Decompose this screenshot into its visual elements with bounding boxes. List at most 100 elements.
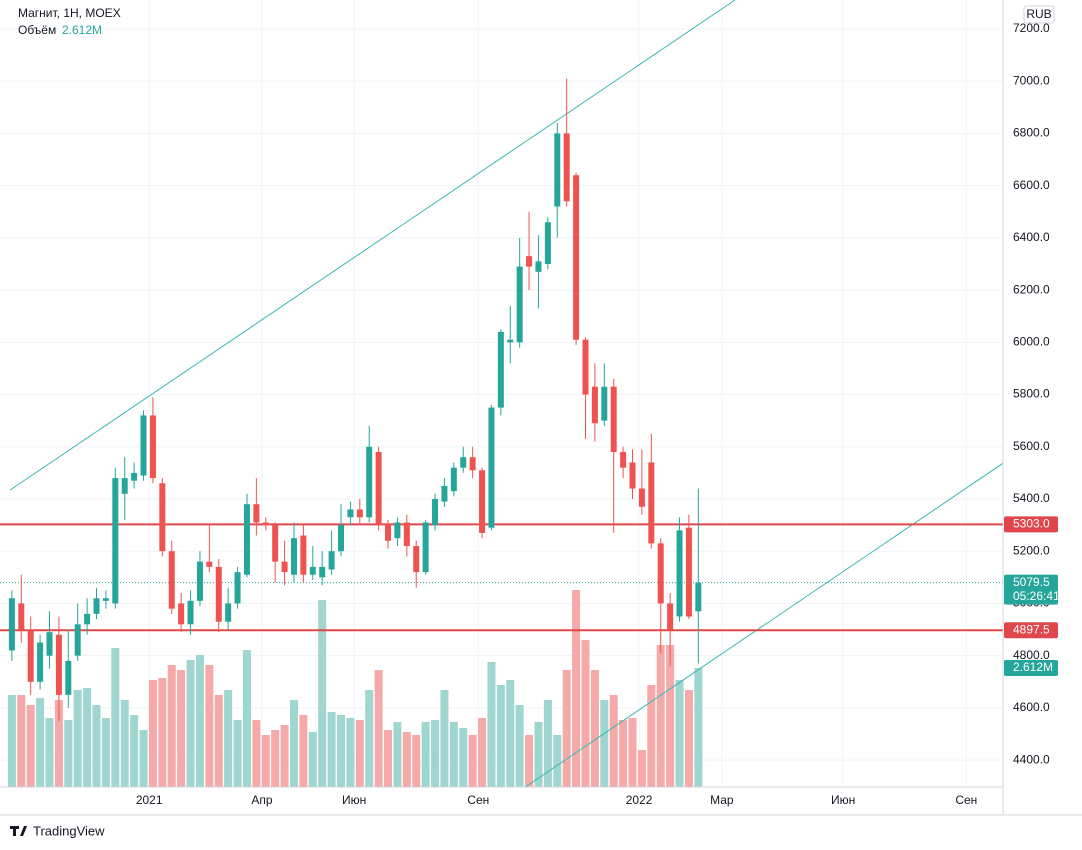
candle-body (347, 509, 354, 518)
volume-bar (355, 719, 364, 787)
x-tick-label: 2021 (136, 793, 163, 807)
volume-bar (656, 644, 665, 787)
candle-body (338, 525, 344, 552)
candle-body (18, 603, 25, 630)
candle-body (695, 582, 702, 612)
candle-body (328, 551, 335, 570)
volume-bar (600, 699, 609, 787)
candle-body (262, 522, 269, 526)
volume-bar (139, 730, 148, 787)
candle-body (234, 572, 241, 604)
volume-label: 2.612M (1013, 660, 1053, 674)
x-tick-label: Сен (467, 793, 489, 807)
volume-bar (186, 659, 195, 787)
volume-bar (449, 721, 458, 787)
volume-bar (534, 721, 543, 787)
candle-body (102, 598, 109, 601)
price-label-box (1004, 516, 1058, 533)
candle-body (432, 498, 439, 526)
volume-bar (177, 670, 186, 787)
x-tick-label: Июн (342, 793, 366, 807)
volume-bar (167, 664, 176, 787)
candle-body (366, 446, 373, 518)
volume-bar (158, 677, 167, 787)
candle-body (27, 629, 34, 682)
volume-layer (7, 590, 703, 787)
brand: TradingView (33, 823, 105, 838)
candle-body (403, 522, 410, 546)
volume-bar (487, 661, 496, 787)
y-tick-label: 5400.0 (1013, 491, 1050, 505)
volume-bar (54, 699, 63, 787)
volume-bar (694, 667, 703, 787)
candle-body (196, 561, 203, 601)
volume-bar (252, 719, 261, 787)
volume-bar (384, 730, 393, 787)
candle-body (526, 256, 533, 267)
candle-body (112, 478, 119, 604)
candle-body (657, 543, 664, 604)
candle-body (535, 261, 542, 272)
volume-bar (496, 684, 505, 787)
price-label: 4897.5 (1013, 622, 1050, 636)
volume-bar (562, 670, 571, 787)
candle-body (385, 525, 392, 541)
x-tick-label: 2022 (626, 793, 653, 807)
volume-bar (515, 704, 524, 787)
candle-body (8, 598, 15, 651)
volume-bar (7, 695, 16, 787)
candle-body (469, 457, 476, 471)
x-tick-label: Апр (251, 793, 273, 807)
volume-bar (111, 647, 120, 787)
candle-body (413, 545, 420, 573)
candle-layer (8, 78, 702, 721)
volume-label-box (1004, 659, 1058, 676)
volume-bar (299, 715, 308, 787)
candle-body (46, 632, 53, 656)
volume-bar (17, 695, 26, 787)
candle-body (544, 222, 551, 264)
volume-bar (308, 732, 317, 787)
volume-bar (280, 724, 289, 787)
candle-body (55, 634, 62, 695)
volume-bar (590, 670, 599, 787)
volume-bar (572, 590, 581, 787)
volume-bar (478, 717, 487, 787)
volume-bar (647, 684, 656, 787)
volume-bar (619, 719, 628, 787)
volume-bar (205, 664, 214, 787)
volume-bar (468, 735, 477, 787)
volume-bar (553, 735, 562, 787)
volume-bar (83, 687, 92, 787)
price-label: 5303.0 (1013, 516, 1050, 530)
volume-bar (101, 717, 110, 787)
y-tick-label: 6800.0 (1013, 126, 1050, 140)
candle-body (488, 407, 495, 528)
candle-body (140, 415, 147, 476)
brand-logo (10, 826, 27, 836)
candle-body (460, 457, 467, 468)
candle-body (516, 266, 523, 343)
candle-body (394, 522, 401, 539)
candle-body (507, 339, 514, 343)
candle-body (309, 566, 316, 575)
volume-bar (214, 695, 223, 787)
currency[interactable]: RUB (1026, 7, 1051, 21)
grid-layer (0, 0, 1003, 787)
volume-bar (609, 695, 618, 787)
chart-title: Магнит, 1Н, MOEX (18, 6, 121, 20)
y-tick-label: 7000.0 (1013, 73, 1050, 87)
volume-bar (412, 735, 421, 787)
volume-bar (459, 728, 468, 787)
volume-bar (431, 719, 440, 787)
y-tick-label: 4600.0 (1013, 700, 1050, 714)
candle-body (601, 386, 608, 421)
currency-box[interactable] (1023, 5, 1055, 24)
countdown: 05:26:41 (1013, 589, 1060, 603)
volume-bar (148, 679, 157, 787)
volume-bar (130, 715, 139, 787)
candle-body (225, 603, 232, 622)
candle-body (479, 470, 486, 533)
volume-bar (271, 730, 280, 787)
candle-body (149, 415, 156, 479)
